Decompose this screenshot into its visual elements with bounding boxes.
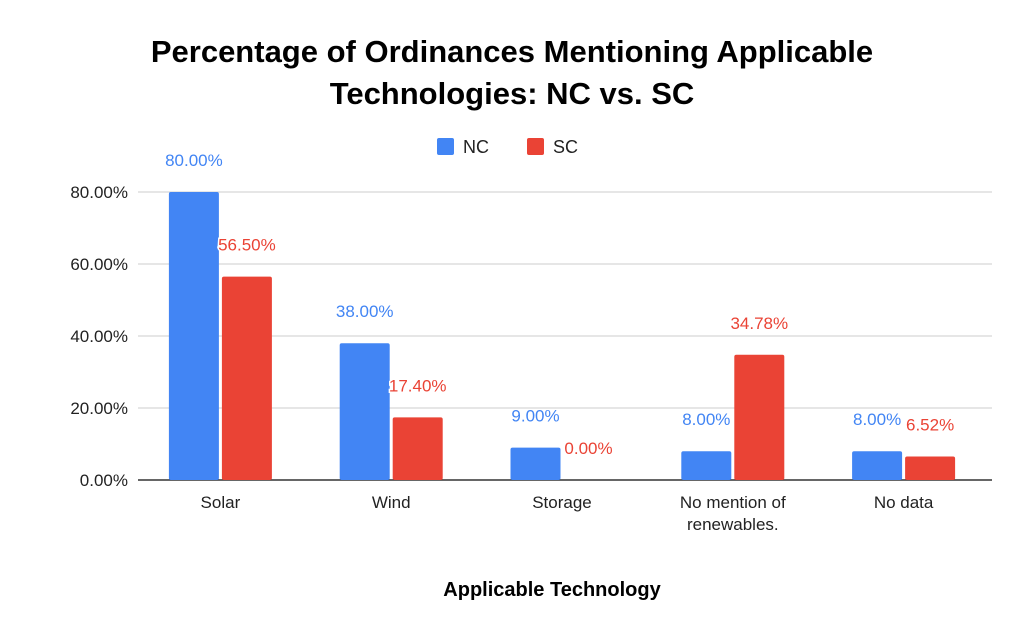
bar-nc <box>168 192 219 480</box>
legend-label-sc: SC <box>553 137 578 157</box>
bar-sc <box>734 354 785 480</box>
legend-swatch-sc <box>527 138 544 155</box>
data-label-nc: 8.00% <box>682 410 730 429</box>
y-tick-label: 0.00% <box>80 471 128 490</box>
bar-sc <box>392 417 443 480</box>
data-label-nc: 80.00% <box>165 151 223 170</box>
y-axis: 0.00% 20.00% 40.00% 60.00% 80.00% <box>70 183 128 490</box>
bar-sc <box>905 456 956 480</box>
bar-nc <box>510 447 561 480</box>
legend-swatch-nc <box>437 138 454 155</box>
x-axis-label: Applicable Technology <box>443 579 661 601</box>
data-label-nc: 8.00% <box>853 410 901 429</box>
x-tick-label: renewables. <box>687 515 779 534</box>
data-label-sc: 34.78% <box>730 314 788 333</box>
bar-nc <box>681 451 732 480</box>
data-label-sc: 0.00% <box>564 439 612 458</box>
x-tick-label: Storage <box>532 493 592 512</box>
gridlines <box>138 191 992 481</box>
x-tick-label: No mention of <box>680 493 786 512</box>
chart-title-line: Percentage of Ordinances Mentioning Appl… <box>151 34 873 69</box>
chart-title: Percentage of Ordinances Mentioning Appl… <box>151 34 873 111</box>
data-label-sc: 17.40% <box>389 376 447 395</box>
x-tick-label: Solar <box>201 493 241 512</box>
x-axis: Solar Wind Storage No mention of renewables.… <box>201 493 934 534</box>
bar-nc <box>339 343 390 480</box>
x-tick-label: No data <box>874 493 934 512</box>
y-tick-label: 20.00% <box>70 399 128 418</box>
bars: 80.00% 56.50% 38.00% 17.40% 9.00% 0.00% 8.00% 3… <box>164 150 956 480</box>
legend-label-nc: NC <box>463 137 489 157</box>
x-tick-label: Wind <box>372 493 411 512</box>
data-label-sc: 56.50% <box>218 236 276 255</box>
y-tick-label: 40.00% <box>70 327 128 346</box>
data-label-nc: 38.00% <box>336 302 394 321</box>
legend: NC SC <box>437 137 578 157</box>
y-tick-label: 80.00% <box>70 183 128 202</box>
bar-sc <box>221 276 272 480</box>
y-tick-label: 60.00% <box>70 255 128 274</box>
bar-nc <box>852 451 903 480</box>
data-label-nc: 9.00% <box>511 407 559 426</box>
data-label-sc: 6.52% <box>906 416 954 435</box>
chart-title-line: Technologies: NC vs. SC <box>330 76 695 111</box>
